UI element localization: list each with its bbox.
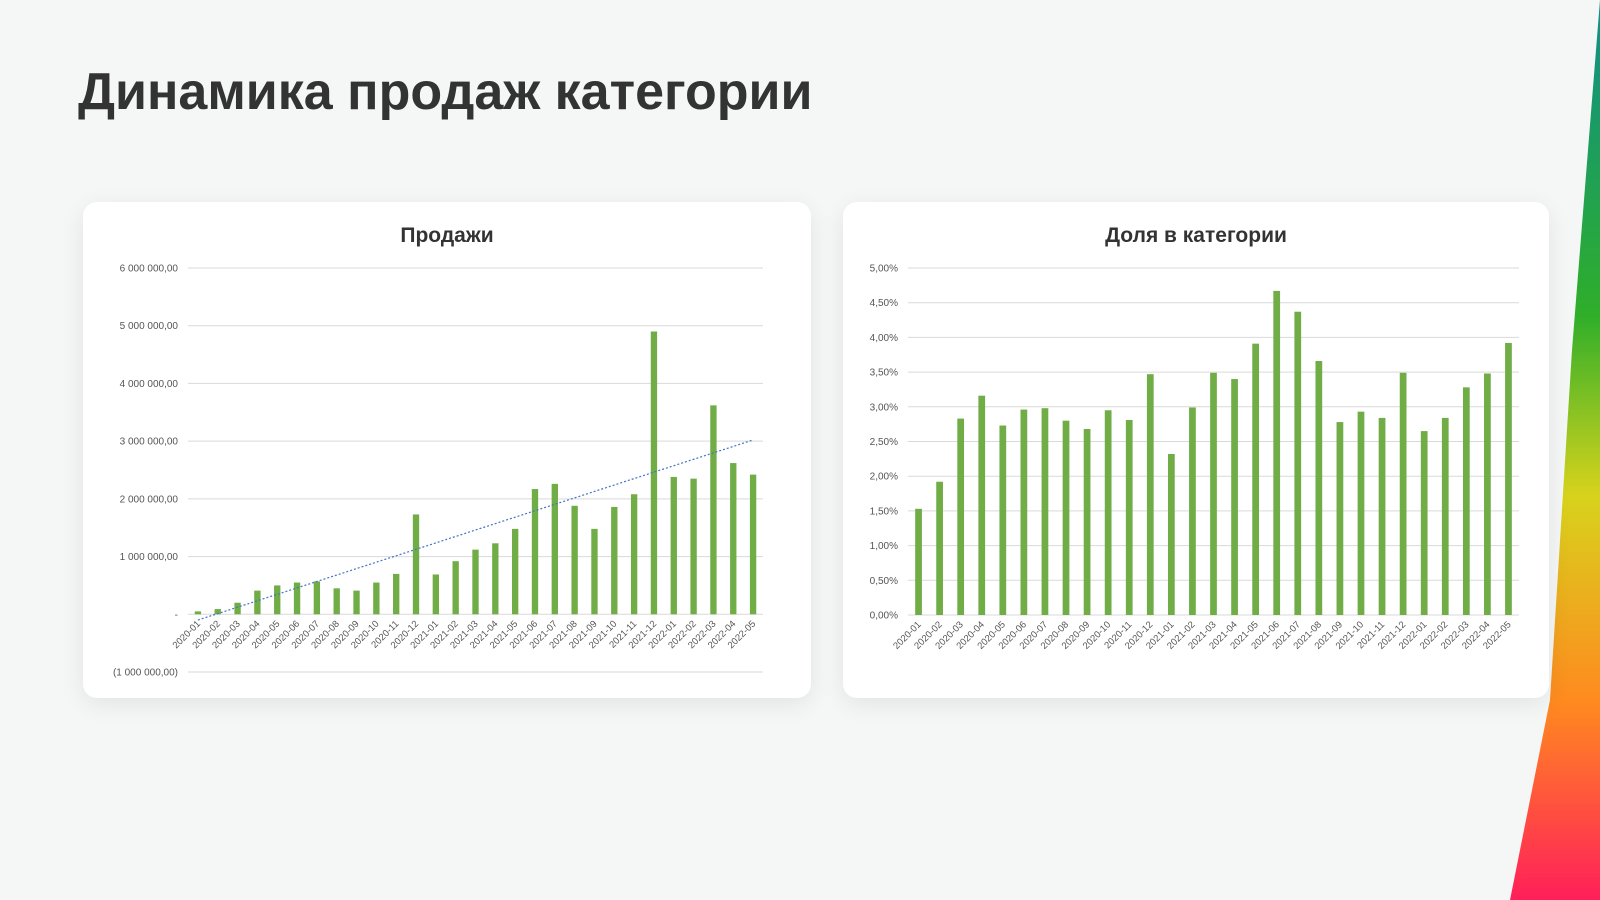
bar bbox=[1484, 373, 1491, 615]
bar bbox=[472, 549, 479, 615]
bar bbox=[1378, 417, 1386, 615]
bar bbox=[1189, 407, 1196, 615]
bar bbox=[1083, 429, 1091, 615]
bar bbox=[1210, 372, 1217, 615]
bar bbox=[1399, 372, 1407, 615]
y-tick-label: 0,50% bbox=[870, 576, 898, 587]
bar bbox=[591, 528, 598, 615]
y-tick-label: 2,00% bbox=[870, 472, 898, 483]
y-tick-label: 6 000 000,00 bbox=[120, 264, 179, 275]
y-tick-label: 2 000 000,00 bbox=[120, 494, 179, 505]
y-tick-label: 1 000 000,00 bbox=[120, 552, 179, 563]
bar bbox=[1252, 343, 1260, 615]
sales-chart: 6 000 000,00 5 000 000,00 4 000 000,00 3 00… bbox=[113, 264, 763, 679]
bar bbox=[1146, 374, 1154, 615]
bar bbox=[1336, 422, 1344, 615]
bar bbox=[1315, 360, 1323, 615]
bar bbox=[412, 514, 420, 615]
y-tick-label: 4,00% bbox=[870, 333, 898, 344]
y-tick-label: 5,00% bbox=[870, 264, 898, 275]
share-chart-title: Доля в категории bbox=[1105, 224, 1287, 247]
bar bbox=[749, 474, 757, 615]
bar bbox=[1505, 342, 1512, 615]
share-chart: 5,00% 4,50% 4,00% 3,50% 3,00% 2,50% 2,00% 1,50%… bbox=[870, 264, 1519, 652]
bar bbox=[531, 489, 539, 615]
bar bbox=[1357, 411, 1365, 615]
bar bbox=[571, 505, 578, 615]
bar bbox=[690, 478, 697, 615]
trendline bbox=[197, 439, 754, 621]
bar bbox=[1020, 409, 1028, 615]
bar bbox=[214, 609, 221, 615]
bar bbox=[1294, 311, 1302, 615]
bar bbox=[353, 590, 360, 615]
bar bbox=[313, 581, 321, 615]
sales-chart-card: Продажи 6 000 000,00 5 000 000,00 4 000 00… bbox=[83, 202, 811, 698]
y-tick-label: 3,50% bbox=[870, 368, 898, 379]
bar bbox=[611, 506, 618, 615]
sales-chart-title: Продажи bbox=[400, 224, 494, 247]
bar bbox=[1167, 453, 1175, 615]
bar bbox=[650, 331, 658, 615]
y-tick-label: 1,50% bbox=[870, 506, 898, 517]
y-tick-label: 3,00% bbox=[870, 402, 898, 413]
bar bbox=[432, 574, 440, 615]
bar bbox=[511, 528, 519, 615]
bar bbox=[630, 494, 638, 615]
bar bbox=[1273, 290, 1281, 615]
bar bbox=[234, 602, 241, 615]
bar bbox=[978, 395, 986, 615]
bar bbox=[1104, 410, 1112, 615]
bar bbox=[710, 405, 717, 615]
bar bbox=[1441, 417, 1449, 615]
bar bbox=[915, 508, 922, 615]
bar bbox=[999, 425, 1007, 615]
slide-title: Динамика продаж категории bbox=[78, 63, 813, 121]
y-tick-label: 4 000 000,00 bbox=[120, 379, 179, 390]
bar bbox=[333, 588, 340, 615]
bar bbox=[1462, 387, 1470, 615]
y-tick-label: 5 000 000,00 bbox=[120, 321, 179, 332]
y-tick-label: 4,50% bbox=[870, 298, 898, 309]
bar bbox=[670, 476, 677, 615]
bar bbox=[730, 463, 737, 615]
bar bbox=[936, 481, 943, 615]
y-tick-label: 0,00% bbox=[870, 611, 898, 622]
bar bbox=[274, 585, 281, 615]
bar bbox=[373, 582, 380, 615]
bar bbox=[492, 543, 499, 615]
share-chart-card: Доля в категории 5,00% 4,50% 4,00% 3,50% 3,0… bbox=[843, 202, 1549, 698]
y-tick-label: 2,50% bbox=[870, 437, 898, 448]
bar bbox=[393, 573, 400, 615]
accent-stripe bbox=[1510, 0, 1600, 900]
bar bbox=[1231, 379, 1238, 615]
bar bbox=[957, 418, 965, 615]
y-tick-label: - bbox=[175, 610, 178, 621]
bar bbox=[1041, 408, 1049, 615]
y-tick-label: (1 000 000,00) bbox=[113, 668, 178, 679]
y-tick-label: 3 000 000,00 bbox=[120, 437, 179, 448]
bar bbox=[1062, 420, 1070, 615]
bar bbox=[194, 611, 202, 615]
bar bbox=[1420, 431, 1428, 615]
bar bbox=[1125, 419, 1133, 615]
bar bbox=[551, 483, 558, 615]
bar bbox=[452, 561, 459, 615]
bar bbox=[293, 582, 301, 615]
bar bbox=[254, 590, 261, 615]
y-tick-label: 1,00% bbox=[870, 541, 898, 552]
